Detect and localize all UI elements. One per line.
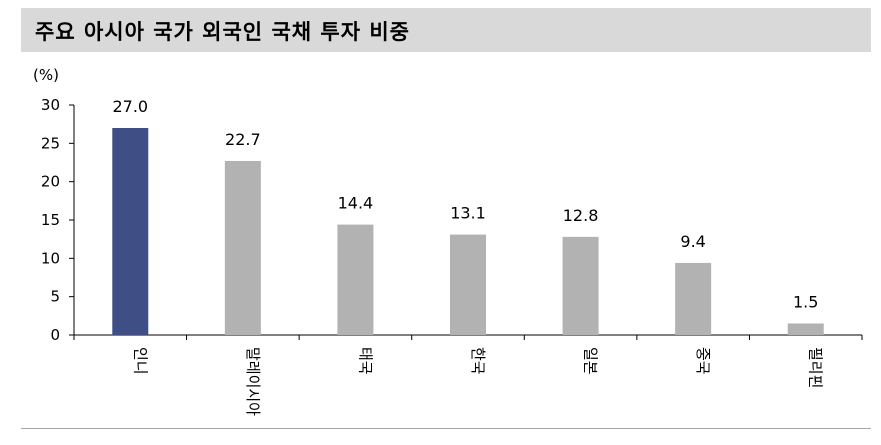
category-label: 태국 (356, 347, 374, 375)
category-label: 중국 (694, 347, 712, 375)
data-label: 12.8 (563, 206, 599, 225)
data-label: 22.7 (225, 130, 261, 149)
bar-7 (787, 323, 824, 335)
data-label: 9.4 (680, 232, 705, 251)
bar-4 (450, 234, 486, 335)
data-label: 1.5 (793, 293, 818, 312)
y-tick-label: 0 (50, 326, 60, 344)
y-tick-label: 5 (50, 288, 60, 306)
y-tick-label: 15 (41, 211, 60, 229)
y-tick-label: 10 (41, 249, 60, 267)
bar-2 (224, 160, 261, 335)
category-label: 한국 (469, 347, 487, 375)
bar-3 (337, 224, 374, 335)
category-label: 필리핀 (807, 347, 825, 388)
category-label: 일본 (582, 347, 600, 375)
bottom-rule (21, 428, 871, 429)
category-label: 인니 (131, 347, 149, 375)
bar-1 (112, 128, 149, 335)
y-tick-label: 20 (41, 173, 60, 191)
bar-6 (675, 262, 712, 335)
data-label: 13.1 (450, 204, 486, 223)
y-tick-label: 25 (41, 134, 60, 152)
title-bar: 주요 아시아 국가 외국인 국채 투자 비중 (21, 8, 871, 52)
y-unit-label: (%) (33, 66, 59, 84)
data-label: 27.0 (112, 97, 148, 116)
category-label: 말레이시아 (244, 347, 262, 416)
chart-title: 주요 아시아 국가 외국인 국채 투자 비중 (35, 20, 410, 44)
bars: 27.0 인니 22.7 말레이시아 14.4 태국 13.1 한국 12.8 일본 9.4 중국 1.… (112, 97, 825, 416)
y-tick-label: 30 (41, 96, 60, 114)
data-label: 14.4 (338, 194, 374, 213)
axes: 0 5 10 15 20 25 30 (41, 96, 863, 344)
bar-5 (562, 236, 599, 335)
